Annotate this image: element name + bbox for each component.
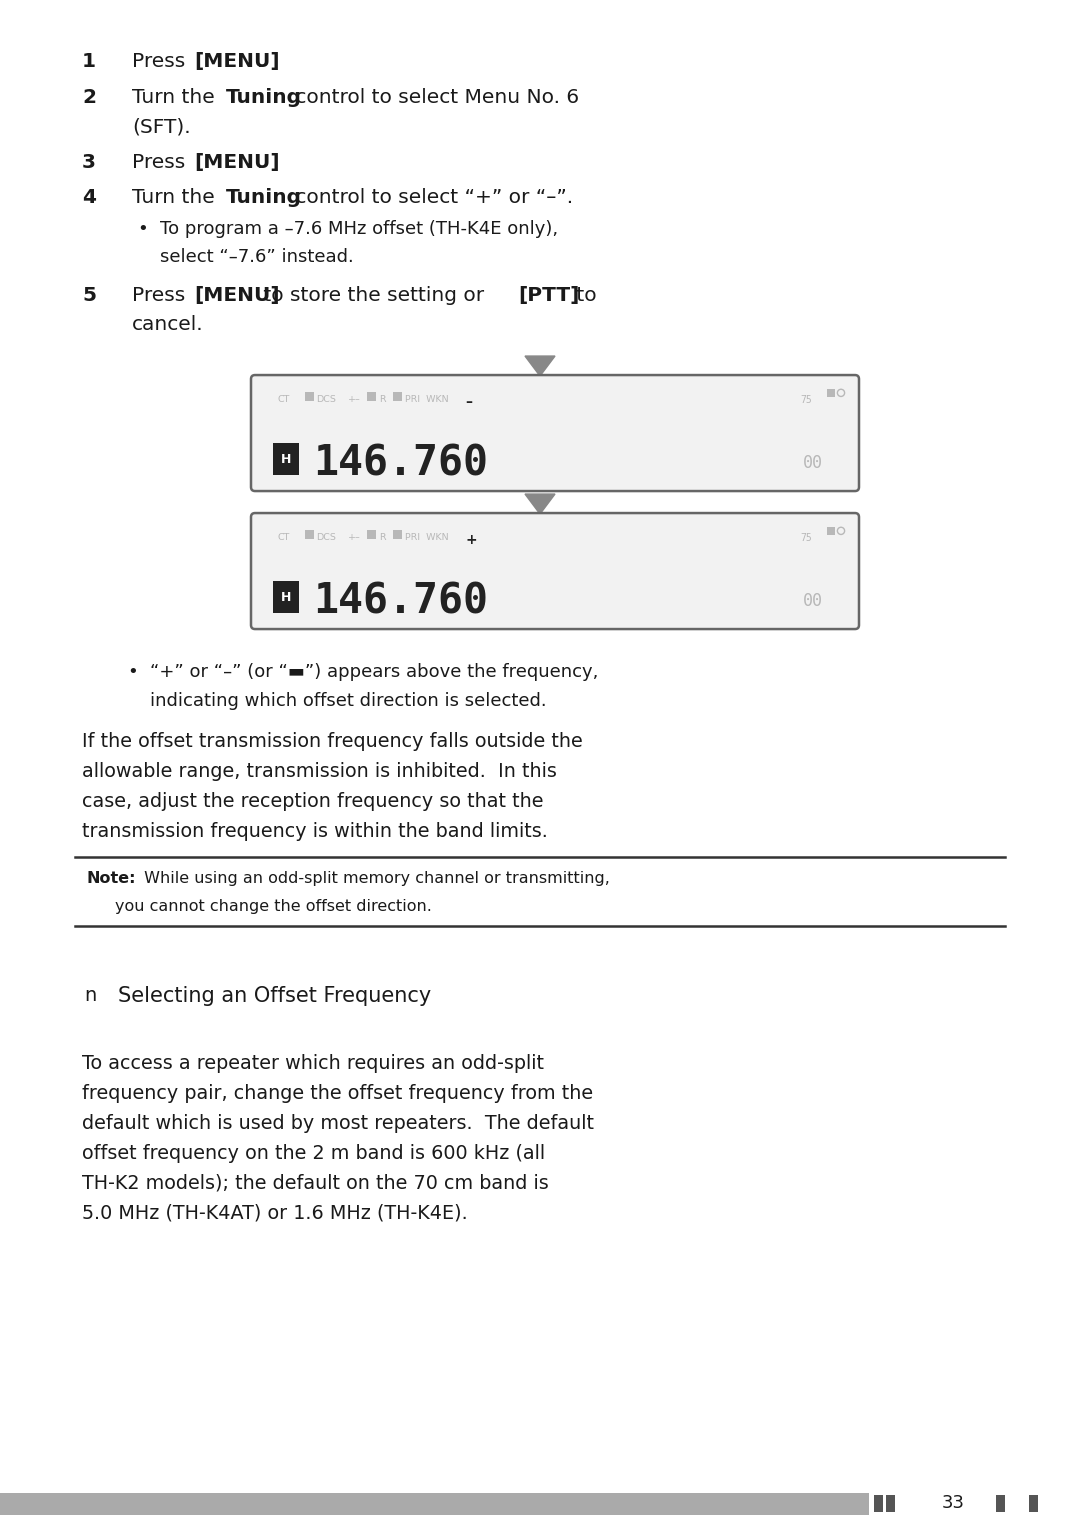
Bar [827,388,835,398]
Text: To program a –7.6 MHz offset (TH-K4E only),: To program a –7.6 MHz offset (TH-K4E onl… [160,219,558,238]
Text: [MENU]: [MENU] [194,52,281,72]
Text: indicating which offset direction is selected.: indicating which offset direction is sel… [150,691,546,710]
Text: 00: 00 [804,592,823,611]
Text: •: • [137,219,148,238]
Text: DCS: DCS [316,394,336,404]
Text: cancel.: cancel. [132,315,204,334]
Text: While using an odd-split memory channel or transmitting,: While using an odd-split memory channel … [139,871,610,886]
Text: control to select Menu No. 6: control to select Menu No. 6 [288,87,579,107]
Text: .: . [257,152,264,172]
Text: to: to [570,285,597,305]
Text: 4: 4 [82,187,96,207]
Text: Press: Press [132,285,191,305]
Text: •: • [127,663,138,681]
Text: to store the setting or: to store the setting or [257,285,490,305]
Text: “+” or “–” (or “▬”) appears above the frequency,: “+” or “–” (or “▬”) appears above the fr… [150,663,598,681]
Bar [305,391,314,401]
Bar [887,1494,895,1512]
Text: PRI  WKN: PRI WKN [405,533,448,542]
Text: 146.760: 146.760 [313,442,488,484]
Text: 5: 5 [82,285,96,305]
Bar [875,1494,883,1512]
Text: Press: Press [132,52,191,72]
Bar [393,530,402,539]
Text: R: R [379,533,386,542]
Text: case, adjust the reception frequency so that the: case, adjust the reception frequency so … [82,792,543,812]
Text: 146.760: 146.760 [313,580,488,621]
Text: +: + [465,533,476,547]
Text: you cannot change the offset direction.: you cannot change the offset direction. [114,899,432,914]
Text: 3: 3 [82,152,96,172]
Text: DCS: DCS [316,533,336,542]
Bar [393,391,402,401]
Text: To access a repeater which requires an odd-split: To access a repeater which requires an o… [82,1054,544,1072]
Text: [MENU]: [MENU] [194,285,281,305]
Text: Note:: Note: [87,871,136,886]
Text: 1: 1 [82,52,96,72]
Text: R: R [379,394,386,404]
Text: (SFT).: (SFT). [132,117,191,136]
Text: Turn the: Turn the [132,187,221,207]
Text: Tuning: Tuning [226,87,302,107]
Text: +–: +– [348,533,361,542]
Bar [996,1494,1004,1512]
Text: select “–7.6” instead.: select “–7.6” instead. [160,248,354,267]
Text: 2: 2 [82,87,96,107]
Text: Press: Press [132,152,191,172]
FancyBboxPatch shape [251,513,859,629]
Text: H: H [281,452,292,466]
Text: offset frequency on the 2 m band is 600 kHz (all: offset frequency on the 2 m band is 600 … [82,1144,545,1164]
Text: 00: 00 [804,454,823,472]
Text: CT: CT [276,394,289,404]
Bar [1029,1494,1038,1512]
Text: H: H [281,591,292,603]
Text: TH-K2 models); the default on the 70 cm band is: TH-K2 models); the default on the 70 cm … [82,1174,549,1193]
Bar [827,527,835,535]
Text: control to select “+” or “–”.: control to select “+” or “–”. [288,187,572,207]
Text: 5.0 MHz (TH-K4AT) or 1.6 MHz (TH-K4E).: 5.0 MHz (TH-K4AT) or 1.6 MHz (TH-K4E). [82,1203,468,1223]
Text: [PTT]: [PTT] [518,285,580,305]
Text: transmission frequency is within the band limits.: transmission frequency is within the ban… [82,822,548,841]
Text: CT: CT [276,533,289,542]
Polygon shape [525,356,555,376]
Text: frequency pair, change the offset frequency from the: frequency pair, change the offset freque… [82,1084,593,1103]
Bar [367,530,376,539]
Bar [273,582,299,614]
Text: 75: 75 [800,394,812,405]
Text: default which is used by most repeaters.  The default: default which is used by most repeaters.… [82,1113,594,1133]
Bar [273,443,299,475]
Text: 33: 33 [942,1494,966,1512]
Text: 75: 75 [800,533,812,544]
Bar [367,391,376,401]
Text: Turn the: Turn the [132,87,221,107]
FancyBboxPatch shape [251,375,859,490]
Text: Selecting an Offset Frequency: Selecting an Offset Frequency [118,987,431,1007]
Bar [305,530,314,539]
Text: n: n [84,987,96,1005]
Text: Tuning: Tuning [226,187,302,207]
Text: If the offset transmission frequency falls outside the: If the offset transmission frequency fal… [82,733,583,751]
Polygon shape [525,493,555,515]
Text: .: . [257,52,264,72]
Text: +–: +– [348,394,361,404]
Bar [0,1493,869,1514]
Text: [MENU]: [MENU] [194,152,281,172]
Text: PRI  WKN: PRI WKN [405,394,448,404]
Text: allowable range, transmission is inhibited.  In this: allowable range, transmission is inhibit… [82,763,557,781]
Text: –: – [465,394,472,410]
